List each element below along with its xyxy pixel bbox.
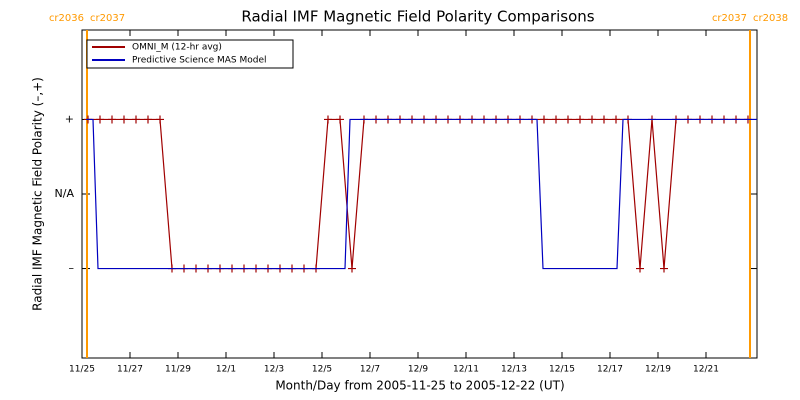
marker <box>120 115 128 124</box>
y-axis-title: Radial IMF Magnetic Field Polarity (–,+) <box>31 77 45 311</box>
x-tick-label: 12/21 <box>693 365 719 375</box>
marker <box>336 115 344 124</box>
x-tick-label: 12/11 <box>453 365 479 375</box>
marker <box>144 115 152 124</box>
marker <box>348 264 356 273</box>
x-tick-label: 12/1 <box>216 365 236 375</box>
x-tick-label: 11/29 <box>165 365 191 375</box>
marker <box>600 115 608 124</box>
marker <box>636 264 644 273</box>
x-tick-label: 12/9 <box>408 365 428 375</box>
marker <box>564 115 572 124</box>
y-tick-label: – <box>69 262 75 275</box>
y-tick-label: + <box>65 112 74 125</box>
marker <box>660 264 668 273</box>
x-tick-label: 12/3 <box>264 365 284 375</box>
x-tick-label: 12/5 <box>312 365 332 375</box>
x-tick-label: 12/7 <box>360 365 380 375</box>
legend-box <box>86 39 294 69</box>
marker <box>108 115 116 124</box>
marker <box>588 115 596 124</box>
marker <box>552 115 560 124</box>
x-tick-label: 12/17 <box>597 365 623 375</box>
legend-label: OMNI_M (12-hr avg) <box>132 43 222 53</box>
marker <box>132 115 140 124</box>
marker <box>324 115 332 124</box>
legend: OMNI_M (12-hr avg) Predictive Science MAS… <box>86 39 294 69</box>
marker <box>156 115 164 124</box>
marker <box>540 115 548 124</box>
x-tick-label: 12/15 <box>549 365 575 375</box>
y-tick-label: N/A <box>55 187 75 200</box>
series-line <box>86 118 757 270</box>
x-tick-label: 12/13 <box>501 365 527 375</box>
x-tick-label: 11/27 <box>117 365 143 375</box>
annotation: cr2036 <box>49 13 84 24</box>
annotation: cr2038 <box>753 13 788 24</box>
marker <box>576 115 584 124</box>
x-tick-label: 12/19 <box>645 365 671 375</box>
marker <box>612 115 620 124</box>
annotation: cr2037 <box>90 13 125 24</box>
x-tick-label: 11/25 <box>69 365 95 375</box>
marker <box>96 115 104 124</box>
annotation: cr2037 <box>712 13 747 24</box>
x-axis-title: Month/Day from 2005-11-25 to 2005-12-22 … <box>275 379 564 393</box>
legend-label: Predictive Science MAS Model <box>132 56 267 66</box>
chart-title: Radial IMF Magnetic Field Polarity Compa… <box>241 8 594 26</box>
